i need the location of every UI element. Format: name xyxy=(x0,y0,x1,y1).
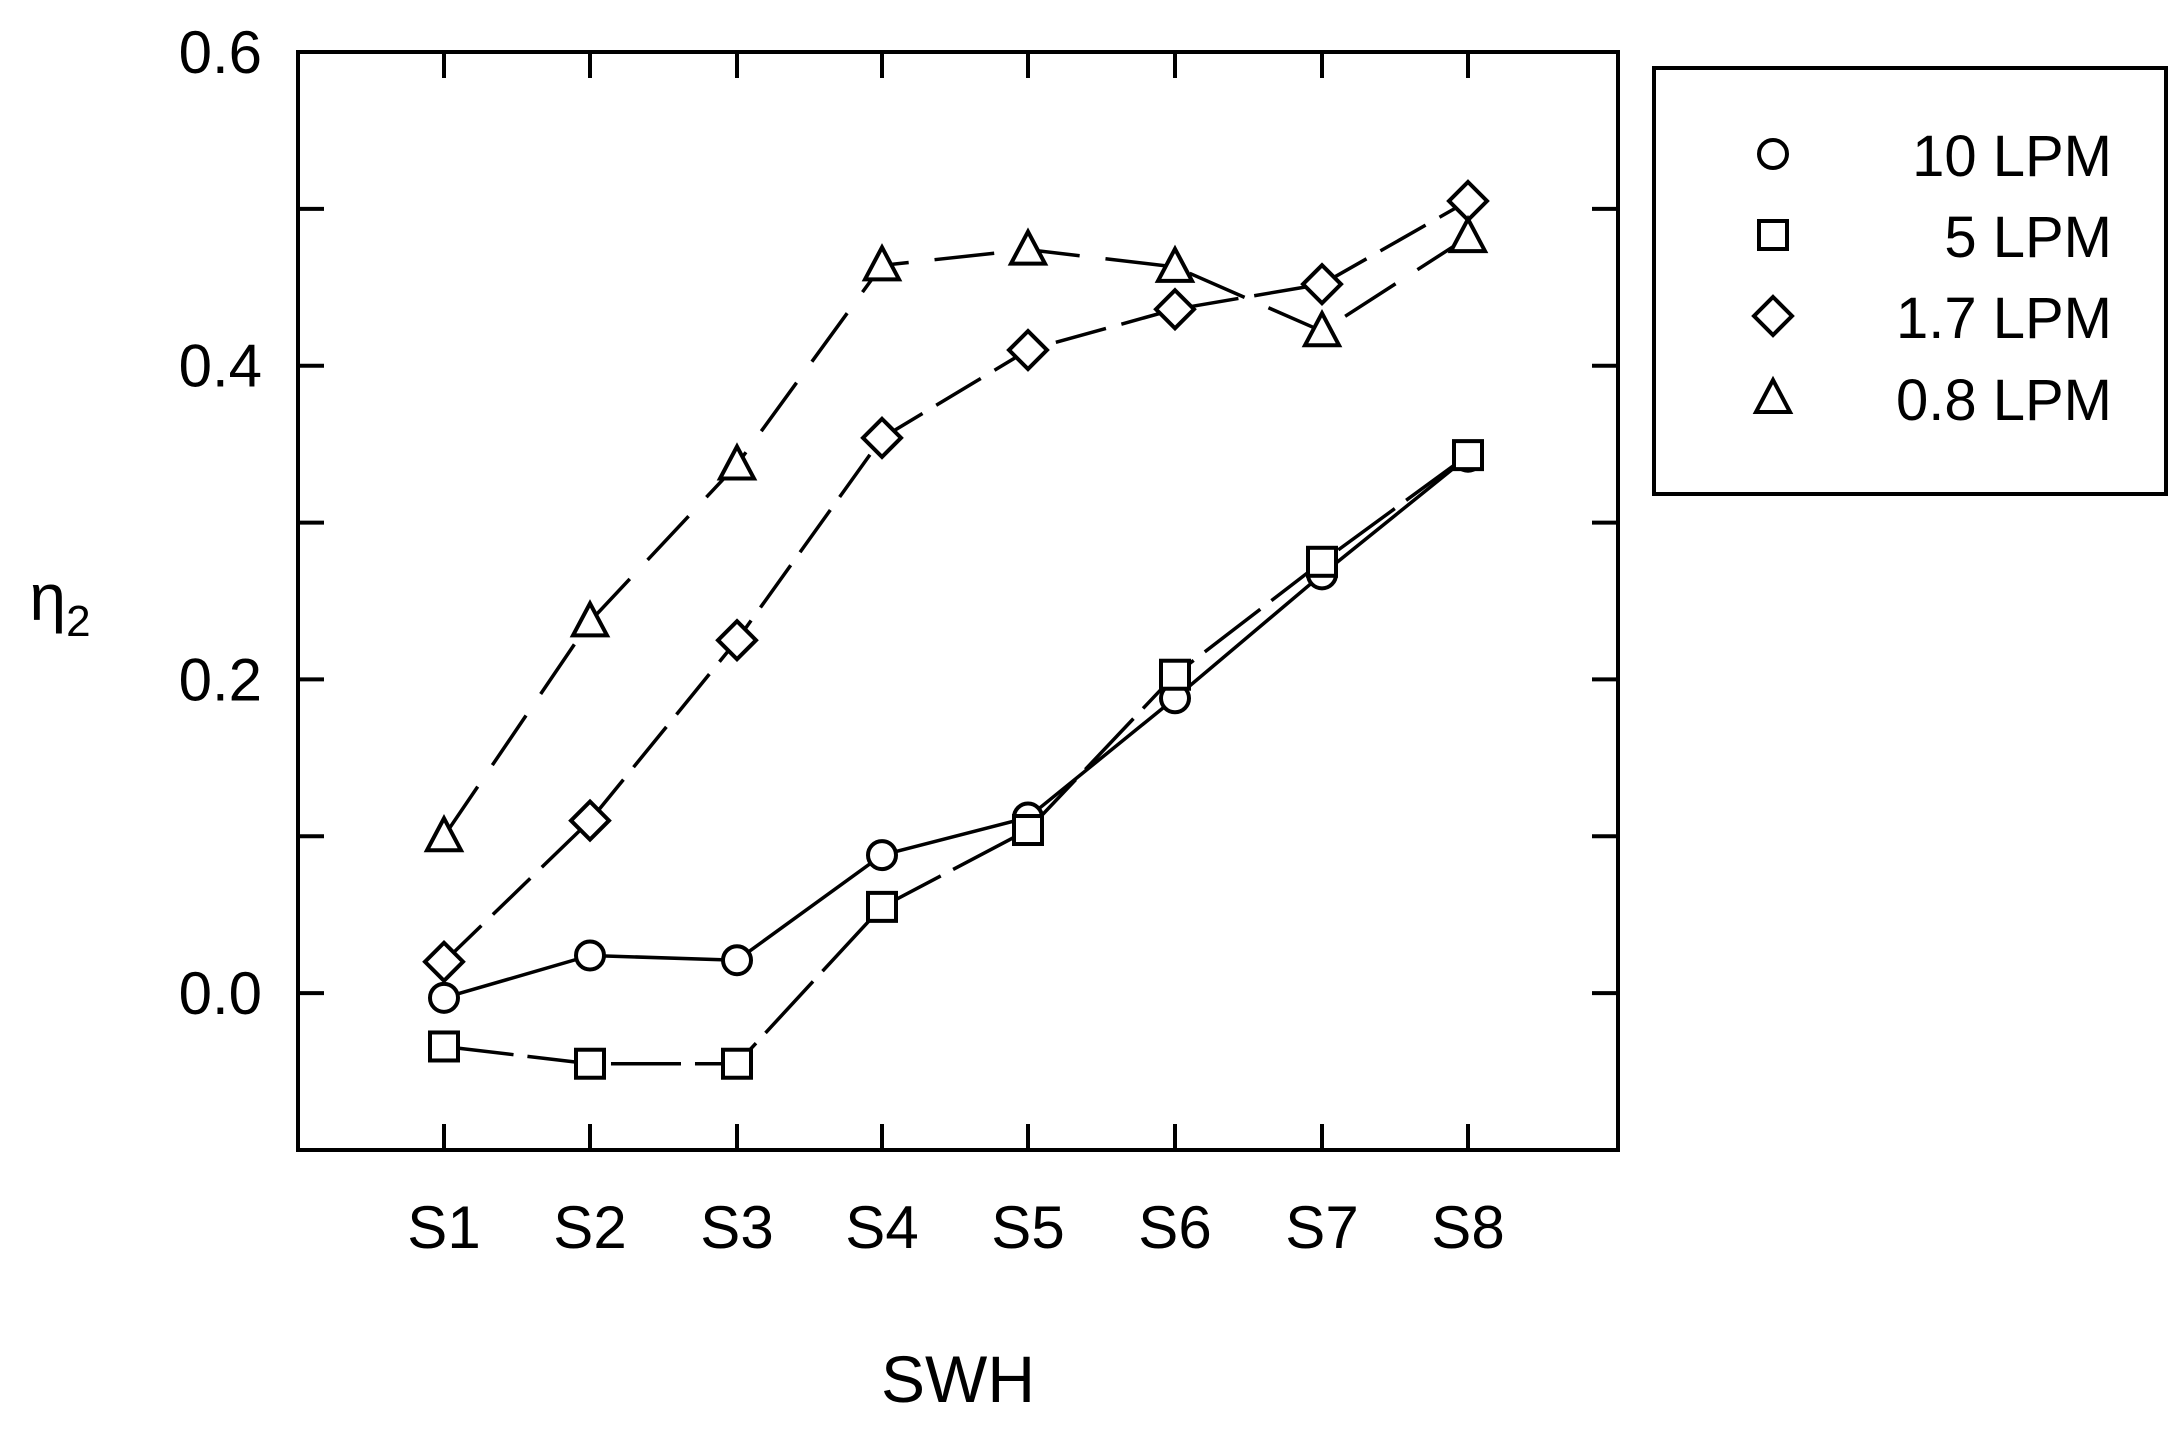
data-point xyxy=(1452,439,1484,472)
data-point xyxy=(1153,287,1197,332)
legend-marker xyxy=(1757,219,1789,251)
data-point xyxy=(861,243,903,282)
legend-marker xyxy=(1752,375,1794,414)
data-point xyxy=(1159,658,1191,691)
x-tick-label: S5 xyxy=(991,1194,1064,1261)
series-group xyxy=(422,179,1490,1080)
legend-label: 10 LPM xyxy=(1912,124,2112,189)
y-axis-title-main: η xyxy=(29,560,66,634)
x-axis-title: SWH xyxy=(881,1342,1035,1416)
plot-frame xyxy=(296,50,1620,1152)
data-point xyxy=(574,939,606,972)
y-tick-label: 0.6 xyxy=(179,19,262,86)
legend-marker xyxy=(1757,138,1789,170)
y-axis-title-subscript: 2 xyxy=(66,597,90,646)
legend-marker xyxy=(1751,294,1795,338)
series-line xyxy=(443,455,1470,1000)
legend-box xyxy=(1652,66,2168,496)
data-point xyxy=(715,618,759,663)
data-point xyxy=(1306,545,1338,578)
series-line xyxy=(442,235,1469,838)
data-point xyxy=(1012,814,1044,847)
data-point xyxy=(1300,262,1344,306)
y-tick-label: 0.4 xyxy=(179,333,262,400)
data-point xyxy=(866,890,898,923)
data-point xyxy=(1446,179,1490,223)
data-point xyxy=(569,599,611,638)
y-tick-label: 0.2 xyxy=(179,646,262,713)
data-point xyxy=(568,798,612,843)
data-point xyxy=(866,839,898,872)
y-tick-label: 0.0 xyxy=(179,960,262,1027)
y-axis-title: η2 xyxy=(29,560,90,646)
data-point xyxy=(1154,244,1196,283)
legend-label: 5 LPM xyxy=(1944,205,2112,270)
x-tick-label: S8 xyxy=(1431,1194,1504,1261)
data-point xyxy=(721,944,753,977)
data-point xyxy=(1301,308,1343,348)
axis-ticks: S1 S2 S3 S4 S5 S6 S7 S8 0.0 0.2 0.4 0.6 xyxy=(179,19,1618,1261)
data-point xyxy=(422,939,466,984)
x-tick-label: S4 xyxy=(845,1194,918,1261)
data-point xyxy=(423,814,465,853)
data-point xyxy=(721,1047,753,1080)
x-tick-label: S2 xyxy=(553,1194,626,1261)
x-tick-label: S3 xyxy=(700,1194,773,1261)
legend-label: 0.8 LPM xyxy=(1896,368,2112,433)
data-point xyxy=(574,1047,606,1080)
legend: 10 LPM 5 LPM 1.7 LPM 0.8 LPM xyxy=(1751,124,2112,433)
data-point xyxy=(1006,328,1050,372)
data-point xyxy=(860,416,904,460)
data-point xyxy=(428,981,460,1014)
x-tick-label: S1 xyxy=(407,1194,480,1261)
x-tick-label: S7 xyxy=(1285,1194,1358,1261)
data-point xyxy=(1007,227,1049,266)
data-point xyxy=(1447,214,1489,254)
x-tick-label: S6 xyxy=(1138,1194,1211,1261)
series-line xyxy=(442,199,1469,964)
data-point xyxy=(428,1030,460,1063)
data-point xyxy=(716,442,758,481)
series-line xyxy=(443,453,1470,1066)
legend-label: 1.7 LPM xyxy=(1896,286,2112,351)
